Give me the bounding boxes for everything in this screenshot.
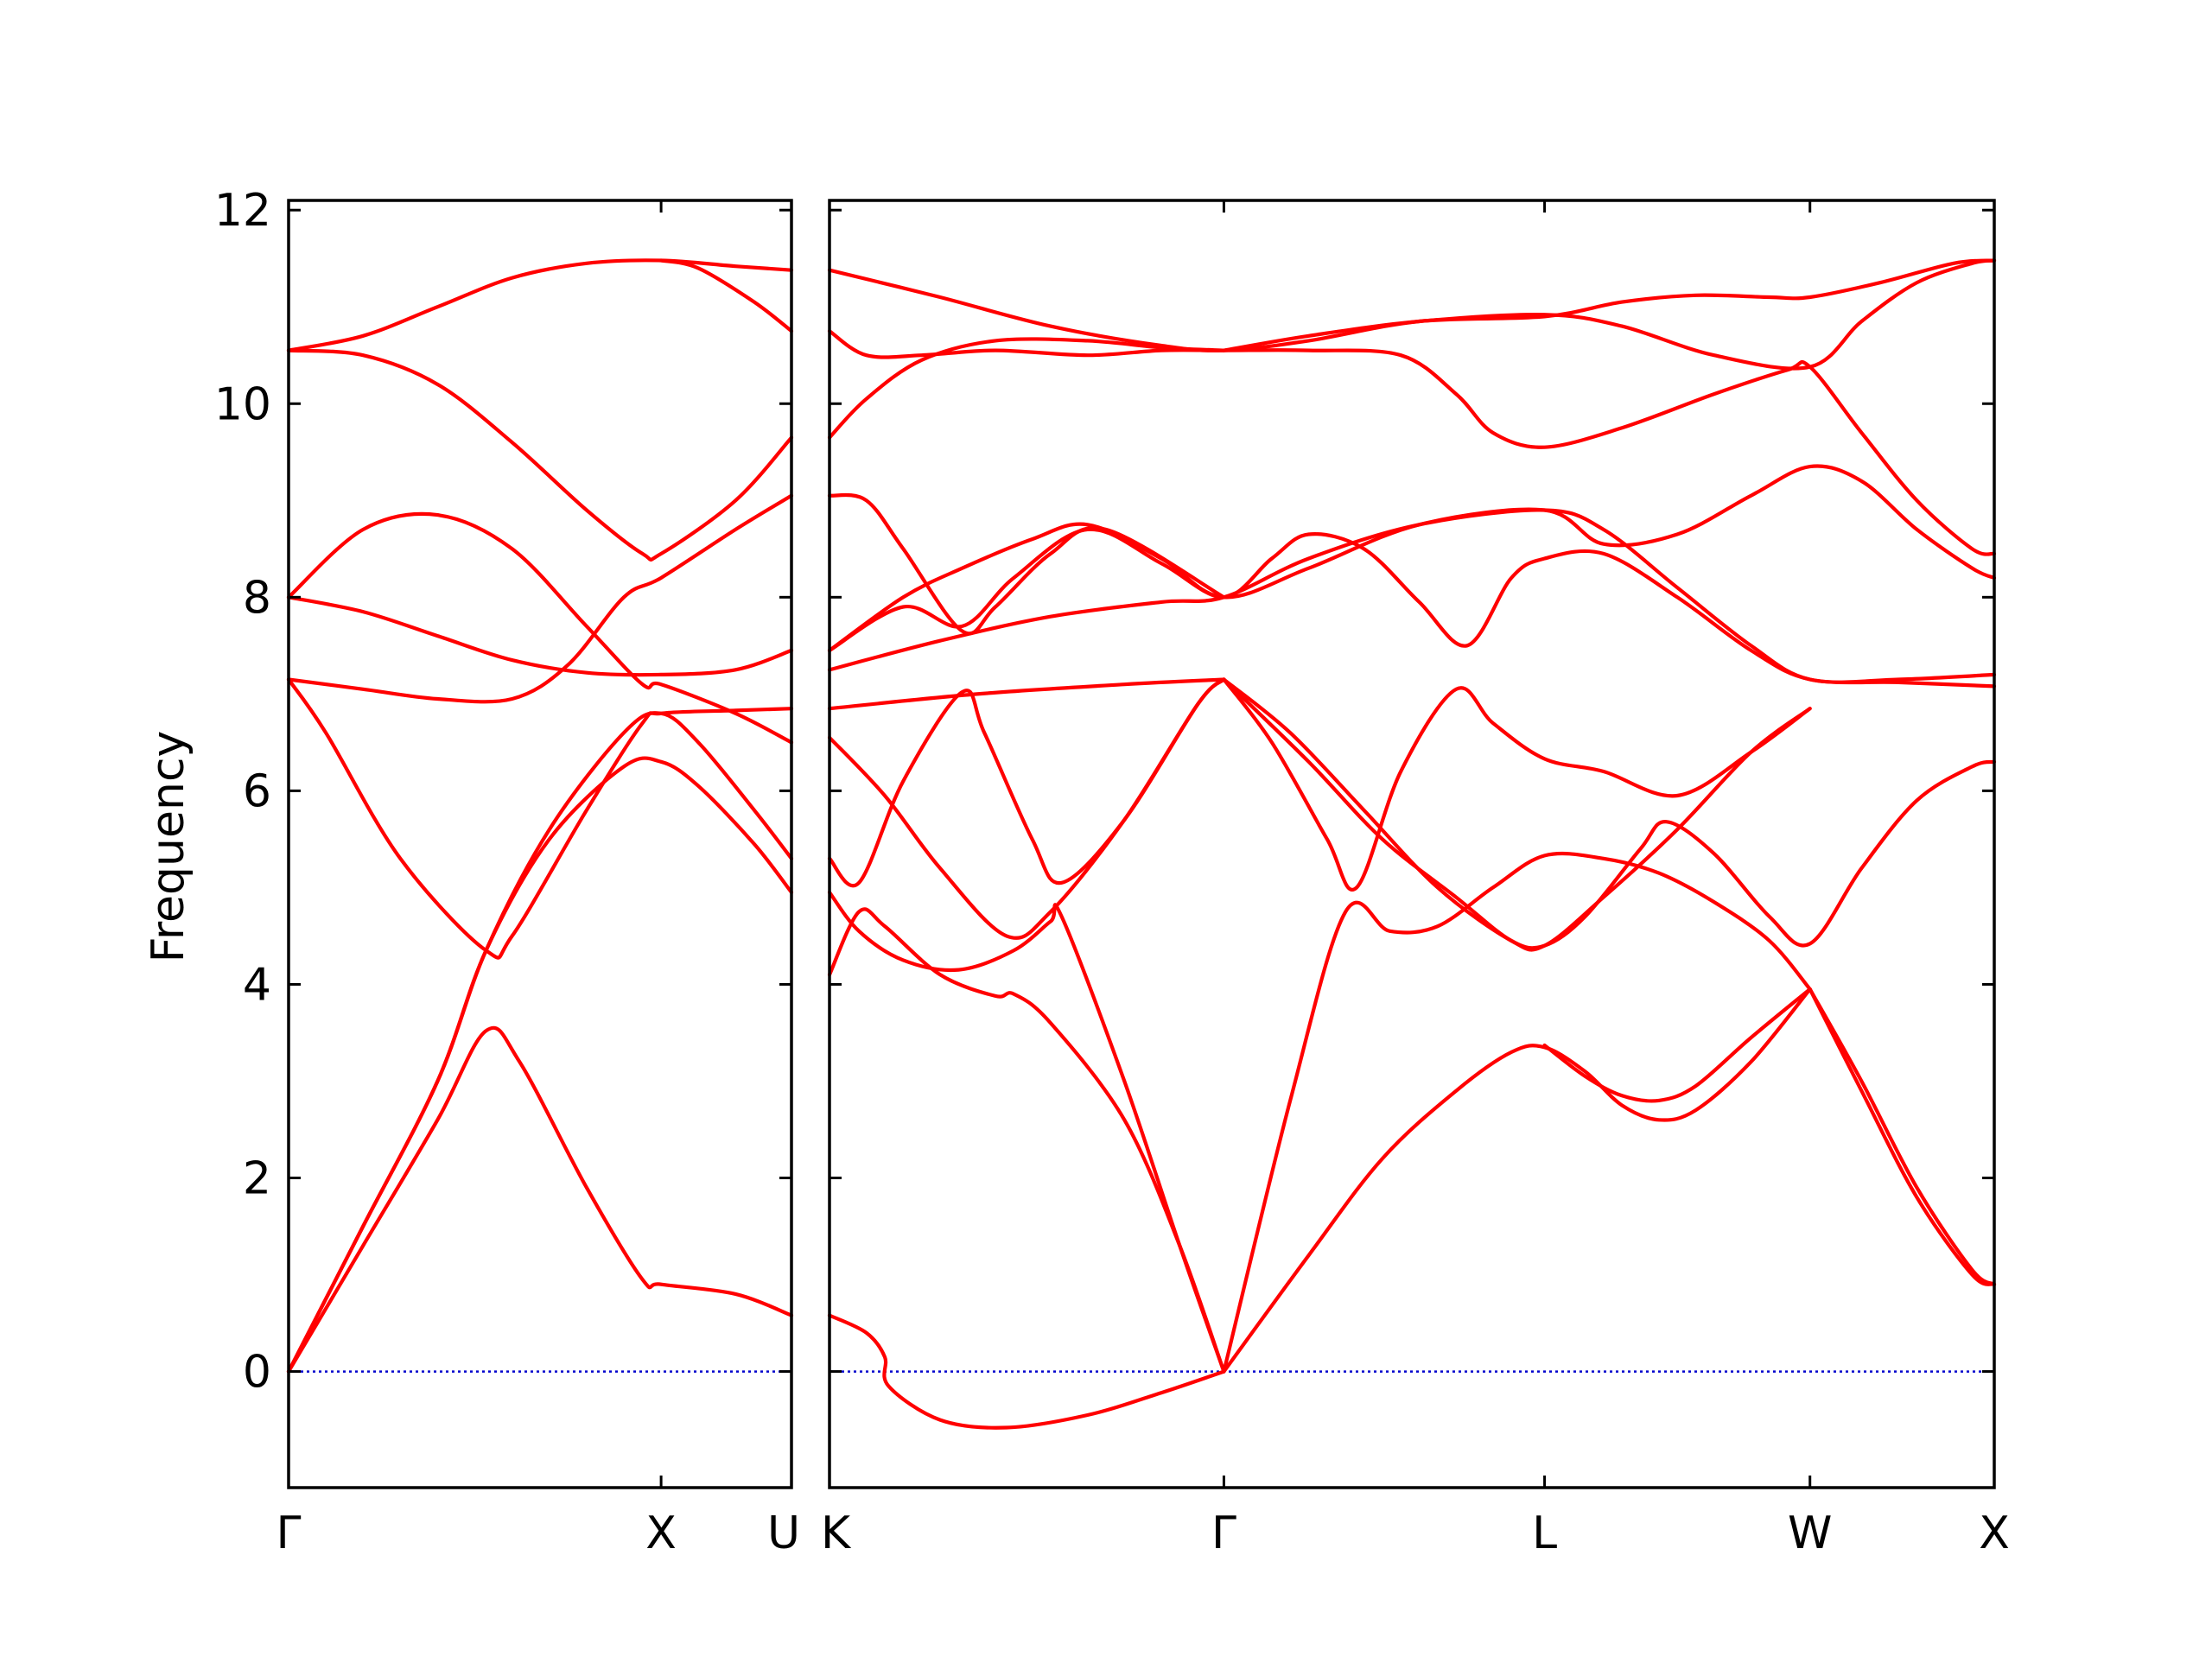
xtick-label-panel-1-0: Γ [276,1507,302,1559]
band-panel-2-22 [827,258,1997,352]
band-panel-2-19 [827,337,1226,440]
xtick-label-panel-1-1: X [645,1507,677,1559]
xtick-label-panel-2-2: L [1532,1507,1557,1559]
ytick-label-12: 12 [214,185,271,237]
ytick-label-6: 6 [243,765,271,817]
band-panel-2-8 [1808,987,1997,1286]
band-panel-2-20 [827,329,1997,556]
ytick-label-4: 4 [243,959,271,1011]
xtick-label-panel-2-4: X [1979,1507,2010,1559]
band-panel-2-6 [1542,987,1812,1103]
axes-frame-panel-1 [287,199,793,1489]
band-panel-2-18 [827,492,1226,636]
band-panel-1-10 [659,258,794,333]
band-panel-2-1 [827,1313,1226,1430]
band-panel-1-5 [286,493,794,704]
band-panel-2-11 [1222,677,1812,892]
ytick-label-0: 0 [243,1347,271,1399]
band-panel-1-3 [286,711,794,1374]
band-panel-2-14 [827,677,1226,711]
band-panel-2-2 [827,907,1226,1374]
ytick-label-2: 2 [243,1153,271,1205]
xtick-label-panel-2-1: Γ [1211,1507,1236,1559]
band-panel-1-1 [286,1025,794,1374]
band-panel-1-4 [286,677,794,960]
y-axis-label: Frequency [143,731,194,963]
band-panel-1-9 [286,258,794,352]
band-panel-1-8 [286,348,794,562]
xtick-label-panel-2-3: W [1788,1507,1832,1559]
band-panel-1-6 [286,511,794,745]
band-panel-2-13 [1222,677,1997,950]
xtick-label-panel-1-2: U [767,1507,800,1559]
band-panel-2-10 [827,677,1226,940]
axes-frames [287,199,1996,1489]
band-panel-2-17 [827,464,1997,652]
band-panel-2-16 [827,527,1997,689]
axis-ticks [287,200,1996,1488]
band-panel-2-7 [1808,987,1997,1286]
band-panel-2-4 [1222,851,1812,1374]
band-panel-1-2 [286,756,794,1374]
ytick-label-8: 8 [243,572,271,624]
phonon-bands [286,258,1997,1430]
axes-frame-panel-2 [828,199,1996,1489]
band-panel-1-7 [286,595,794,677]
tick-labels: Γ X U K Γ L W X 0 2 4 6 8 10 12 [214,185,2010,1559]
band-panel-2-3 [827,890,1226,1374]
xtick-label-panel-2-0: K [821,1507,852,1559]
band-panel-2-9 [827,677,1226,888]
band-panel-2-21 [1222,258,1997,371]
ytick-label-10: 10 [214,378,271,430]
band-panel-2-5 [1222,987,1812,1374]
